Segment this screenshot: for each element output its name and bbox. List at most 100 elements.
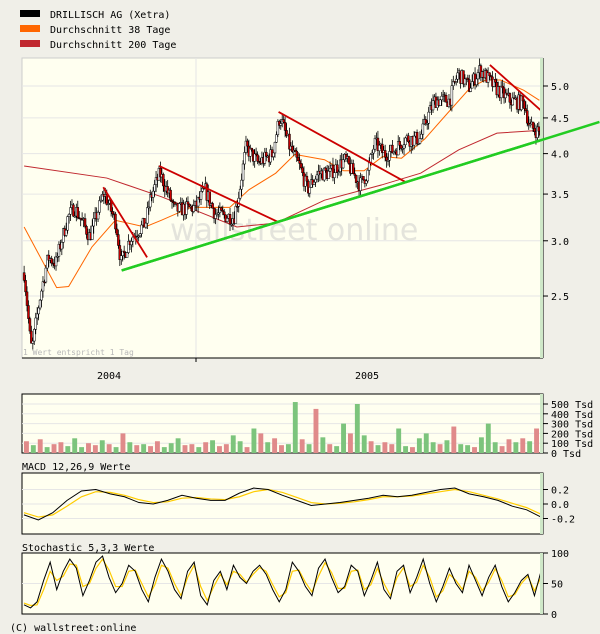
candle-body: [520, 95, 523, 110]
candle-body: [30, 330, 33, 344]
macd-y-tick-label: 0.0: [551, 500, 569, 511]
candle-body: [399, 145, 403, 149]
volume-bar: [58, 442, 64, 453]
candle-body: [486, 72, 490, 83]
candle-body: [131, 236, 135, 242]
candle-body: [212, 207, 216, 219]
price-y-tick-label: 2.5: [551, 292, 569, 303]
candle-body: [301, 167, 304, 173]
candle-body: [276, 121, 280, 136]
candle-body: [41, 281, 45, 292]
candle-body: [425, 123, 429, 125]
candle-body: [305, 175, 309, 182]
stochastic-lines: [22, 553, 543, 614]
volume-bar: [175, 438, 181, 453]
volume-bar: [327, 444, 333, 453]
candle-body: [54, 256, 58, 267]
candle-body: [220, 207, 223, 211]
volume-bar: [161, 447, 167, 453]
candle-body: [376, 137, 380, 152]
macd-right-strip: [540, 473, 543, 534]
volume-bar: [527, 441, 533, 453]
macd-lines: [22, 473, 543, 534]
volume-bar: [485, 423, 491, 453]
volume-bar: [478, 437, 484, 453]
volume-bar: [347, 433, 353, 453]
candle-body: [391, 144, 394, 154]
volume-bar: [285, 444, 291, 453]
candle-body: [118, 245, 122, 260]
volume-bar: [127, 442, 133, 453]
candle-body: [185, 201, 188, 215]
candle-body: [149, 194, 152, 208]
candle-body: [76, 207, 80, 218]
ma200-line: [24, 129, 542, 228]
candle-body: [359, 177, 362, 191]
candle-body: [138, 233, 142, 237]
volume-bar: [196, 447, 202, 453]
volume-y-tick-label: 200 Tsd: [551, 429, 593, 440]
candle-body: [354, 174, 358, 183]
candle-body: [378, 144, 381, 152]
volume-bar: [506, 439, 512, 453]
candle-body: [57, 243, 61, 257]
candle-body: [489, 75, 493, 78]
volume-bar: [534, 428, 539, 453]
candle-body: [528, 123, 532, 126]
candle-body: [427, 111, 430, 124]
candle-body: [146, 207, 149, 224]
candle-body: [412, 135, 416, 146]
volume-bar: [244, 447, 250, 453]
volume-bar: [279, 445, 284, 453]
legend-label-price: DRILLISCH AG (Xetra): [50, 10, 170, 21]
candle-body: [299, 163, 303, 169]
candle-body: [298, 160, 301, 164]
candle-body: [215, 213, 219, 216]
volume-bar: [258, 433, 264, 453]
candle-body: [444, 94, 448, 103]
candle-body: [22, 272, 26, 281]
candle-body: [31, 340, 35, 344]
candle-body: [323, 167, 326, 181]
candle-body: [217, 212, 220, 215]
volume-bar: [341, 423, 346, 453]
volume-bar: [389, 444, 395, 453]
candle-body: [466, 77, 470, 80]
candle-body: [44, 267, 48, 283]
candle-body: [499, 85, 503, 99]
volume-y-tick-label: 400 Tsd: [551, 410, 593, 421]
volume-bar: [306, 444, 312, 453]
candle-body: [244, 140, 248, 153]
candle-body: [285, 130, 288, 136]
volume-bar: [361, 435, 367, 453]
candle-body: [383, 150, 387, 158]
candle-body: [192, 205, 196, 212]
candle-body: [24, 280, 27, 293]
volume-bar: [217, 446, 222, 453]
macd-y-ticks: 0.2 0.0 -0.2: [543, 486, 575, 526]
candle-body: [475, 78, 478, 86]
volume-bar: [375, 445, 381, 453]
candle-body: [250, 147, 254, 151]
volume-bar: [416, 438, 422, 453]
volume-bar: [499, 446, 505, 453]
candle-body: [333, 172, 336, 178]
volume-bar: [354, 404, 360, 453]
volume-bar: [265, 442, 271, 453]
price-y-ticks: 5.0 4.5 4.0 3.5 3.0 2.5: [543, 82, 569, 303]
candle-body: [283, 122, 287, 131]
resistance-trendline: [102, 186, 148, 258]
candle-body: [341, 159, 345, 169]
candle-body: [38, 299, 42, 309]
candle-body: [492, 79, 496, 87]
candle-body: [169, 189, 172, 201]
candle-body: [273, 142, 277, 154]
candle-body: [106, 203, 110, 205]
volume-bar: [403, 446, 409, 453]
candle-body: [243, 152, 246, 165]
candle-body: [151, 190, 155, 198]
candle-body: [46, 254, 49, 269]
volume-bar: [230, 435, 236, 453]
candle-body: [511, 97, 515, 106]
